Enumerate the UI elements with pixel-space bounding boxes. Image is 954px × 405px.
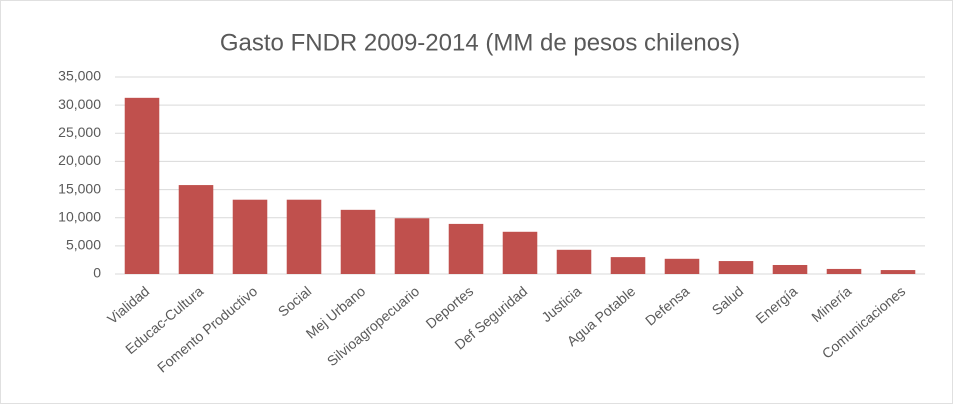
bar bbox=[340, 209, 376, 274]
y-tick-label: 15,000 bbox=[58, 180, 101, 196]
y-tick-label: 0 bbox=[93, 265, 101, 281]
bar bbox=[556, 249, 592, 274]
bar bbox=[178, 185, 214, 274]
bar bbox=[502, 231, 538, 274]
bar bbox=[448, 223, 484, 274]
bar bbox=[664, 258, 700, 274]
bar bbox=[124, 97, 160, 274]
y-tick-label: 10,000 bbox=[58, 208, 101, 224]
bar bbox=[232, 199, 268, 274]
bar bbox=[826, 268, 862, 274]
y-tick-label: 30,000 bbox=[58, 96, 101, 112]
bar bbox=[610, 257, 646, 274]
bar bbox=[394, 218, 430, 274]
bar bbox=[718, 261, 754, 274]
y-tick-label: 5,000 bbox=[66, 237, 101, 253]
y-tick-label: 35,000 bbox=[58, 68, 101, 84]
bar bbox=[772, 264, 808, 274]
chart-title: Gasto FNDR 2009-2014 (MM de pesos chilen… bbox=[220, 29, 740, 56]
bar bbox=[880, 270, 916, 274]
bar bbox=[286, 199, 322, 274]
y-tick-label: 20,000 bbox=[58, 152, 101, 168]
y-tick-label: 25,000 bbox=[58, 124, 101, 140]
